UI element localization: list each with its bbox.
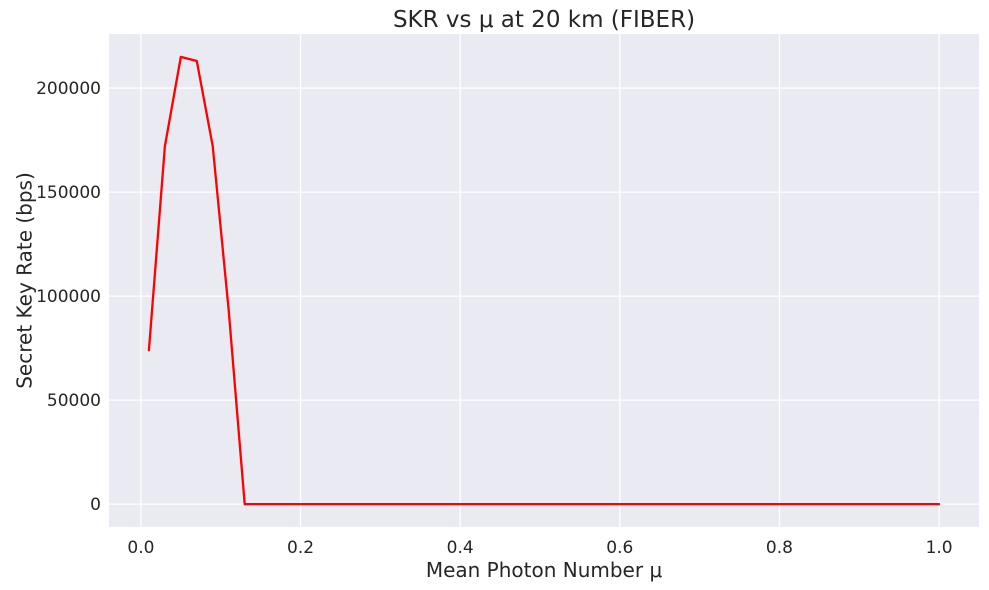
x-tick-labels: 0.0 0.2 0.4 0.6 0.8 1.0 <box>127 538 952 558</box>
chart-title: SKR vs μ at 20 km (FIBER) <box>393 7 695 33</box>
x-tick-label: 0.8 <box>766 538 793 558</box>
x-gridlines <box>140 34 940 527</box>
x-tick-label: 1.0 <box>926 538 953 558</box>
y-tick-label: 50000 <box>47 391 101 411</box>
y-axis-label: Secret Key Rate (bps) <box>13 172 37 389</box>
x-tick-label: 0.4 <box>447 538 474 558</box>
series-group <box>147 55 941 506</box>
y-tick-labels: 0 50000 100000 150000 200000 <box>36 79 101 515</box>
series-line <box>147 55 941 506</box>
x-tick-label: 0.0 <box>127 538 154 558</box>
y-tick-label: 0 <box>90 495 101 515</box>
y-tick-label: 150000 <box>36 183 101 203</box>
y-tick-label: 200000 <box>36 79 101 99</box>
plot-area <box>109 34 979 527</box>
x-tick-label: 0.2 <box>287 538 314 558</box>
y-tick-label: 100000 <box>36 287 101 307</box>
x-tick-label: 0.6 <box>606 538 633 558</box>
x-axis-label: Mean Photon Number μ <box>426 558 663 582</box>
